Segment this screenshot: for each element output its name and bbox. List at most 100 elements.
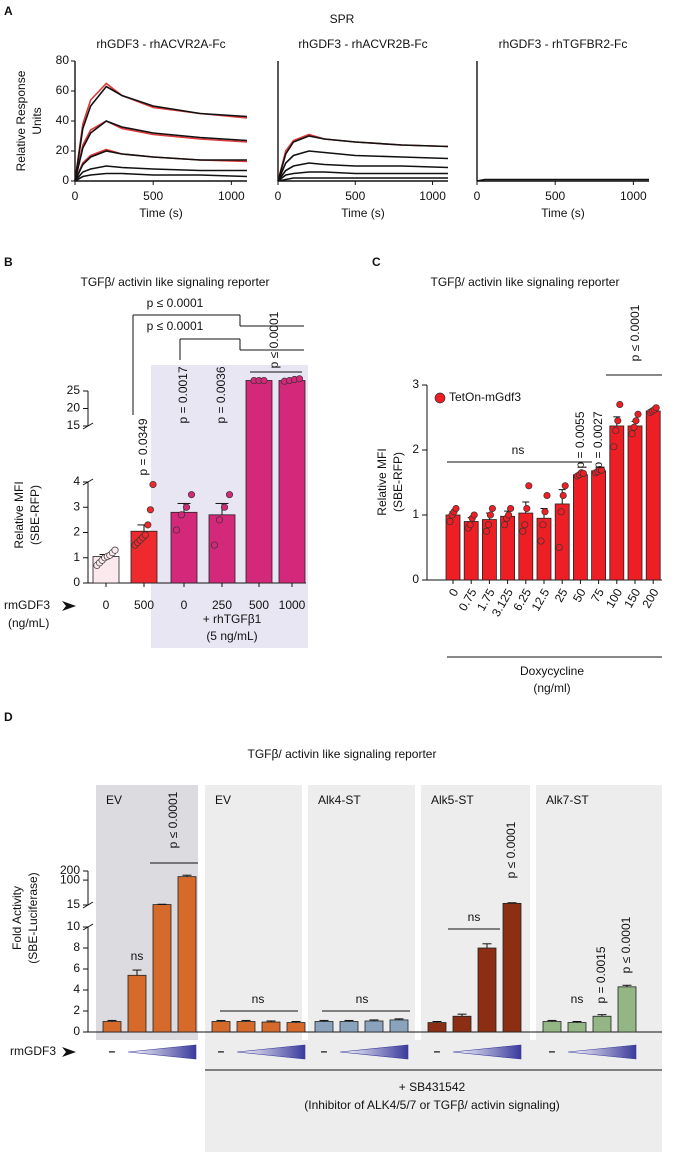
response-curve	[74, 85, 248, 182]
data-point	[182, 503, 191, 511]
bar	[591, 470, 606, 581]
dose-mark: –	[549, 1044, 556, 1058]
x-axis-label: Time (s)	[341, 206, 385, 220]
treatment-label: (Inhibitor of ALK4/5/7 or TGFβ/ activin …	[304, 1098, 559, 1112]
y-tick-label: 3	[73, 499, 80, 513]
x-axis-label: rmGDF3	[4, 598, 50, 612]
data-point	[149, 480, 157, 489]
data-point	[215, 516, 224, 524]
x-tick-label: 12.5	[529, 586, 553, 614]
annotation: p ≤ 0.0001	[147, 319, 204, 333]
annotation: ns	[356, 992, 369, 1006]
y-tick-label: 20	[56, 143, 70, 157]
y-tick-label: 40	[56, 113, 70, 127]
chart-title: TGFβ/ activin like signaling reporter	[431, 275, 620, 289]
legend-label: TetOn-mGdf3	[449, 390, 521, 404]
x-tick-label: 1000	[419, 189, 446, 203]
bar	[427, 1022, 447, 1033]
data-point	[557, 508, 565, 516]
data-point	[260, 376, 268, 385]
chart-title: rhGDF3 - rhACVR2A-Fc	[96, 37, 225, 51]
x-tick-label: 1000	[279, 598, 306, 612]
annotation: ns	[468, 910, 481, 924]
y-tick-label: 8	[73, 940, 80, 954]
data-point	[177, 511, 186, 519]
y-axis-label: Units	[30, 107, 44, 134]
dose-mark: –	[321, 1044, 328, 1058]
bar	[208, 514, 236, 584]
dose-wedge	[339, 1044, 409, 1060]
dose-mark: –	[434, 1044, 441, 1058]
group-label: + rhTGFβ1	[203, 612, 262, 626]
y-tick-label: 4	[73, 474, 80, 488]
data-point	[543, 491, 551, 500]
treatment-shading	[205, 1040, 662, 1152]
data-point	[225, 491, 234, 499]
x-tick-label: 200	[639, 586, 661, 611]
x-tick-label: 0.75	[456, 586, 480, 614]
data-point	[187, 491, 196, 499]
group-label: Alk7-ST	[546, 793, 589, 807]
panel-label: D	[4, 710, 13, 724]
bar	[339, 1021, 359, 1033]
data-point	[559, 491, 567, 500]
x-tick-label: 1000	[620, 189, 647, 203]
data-point	[452, 504, 460, 513]
y-axis-label: (SBE-Luciferase)	[26, 872, 40, 963]
data-point	[632, 417, 640, 425]
response-curve	[277, 135, 449, 182]
bar	[573, 474, 588, 581]
y-tick-label: 0	[62, 173, 69, 187]
data-point	[146, 506, 154, 514]
data-point	[579, 469, 587, 477]
bar	[236, 1021, 256, 1033]
y-tick-label: 2	[73, 1003, 80, 1017]
bar	[645, 410, 661, 581]
axis-break	[82, 478, 94, 486]
x-tick-label: 500	[143, 189, 163, 203]
x-tick-label: 100	[603, 586, 625, 611]
y-axis-label: Relative MFI	[375, 448, 389, 515]
panel-label: A	[4, 4, 13, 18]
data-point	[172, 526, 181, 534]
bar	[554, 503, 570, 581]
data-point	[486, 511, 494, 519]
bar	[127, 974, 147, 1033]
treatment-label: + SB431542	[399, 1080, 466, 1094]
x-tick-label: 0	[446, 586, 462, 599]
data-point	[488, 504, 496, 513]
bar	[627, 425, 643, 581]
x-axis-label: Time (s)	[541, 206, 585, 220]
bar	[445, 514, 461, 581]
x-axis-label: Doxycycline	[520, 664, 584, 678]
x-tick-label: 0	[72, 189, 79, 203]
y-tick-label: 6	[73, 961, 80, 975]
bar	[286, 1022, 306, 1033]
data-point	[501, 521, 509, 529]
bar	[567, 1022, 587, 1033]
annotation: p ≤ 0.0001	[147, 296, 204, 310]
response-curve	[74, 120, 248, 182]
y-tick-label: 3	[412, 377, 419, 391]
arrowhead	[62, 601, 76, 611]
group-label: EV	[106, 793, 122, 807]
y-tick-label: 15	[67, 418, 81, 432]
annotation: p = 0.0015	[594, 946, 608, 1003]
group-shading	[536, 785, 662, 1040]
data-point	[525, 482, 533, 490]
y-tick-label: 0	[73, 575, 80, 589]
annotation: p ≤ 0.0001	[628, 304, 642, 361]
data-point	[521, 521, 529, 529]
axis-break	[82, 901, 94, 909]
y-axis-label: Fold Activity	[10, 886, 24, 950]
data-point	[541, 508, 549, 516]
y-tick-label: 80	[56, 53, 70, 67]
y-tick-label: 0	[73, 1024, 80, 1038]
group-label: EV	[215, 793, 231, 807]
annotation: p = 0.0349	[136, 418, 150, 475]
bar	[477, 947, 497, 1033]
bar	[592, 1015, 612, 1033]
annotation: ns	[512, 443, 525, 457]
y-tick-label: 15	[67, 897, 81, 911]
data-point	[220, 503, 229, 511]
